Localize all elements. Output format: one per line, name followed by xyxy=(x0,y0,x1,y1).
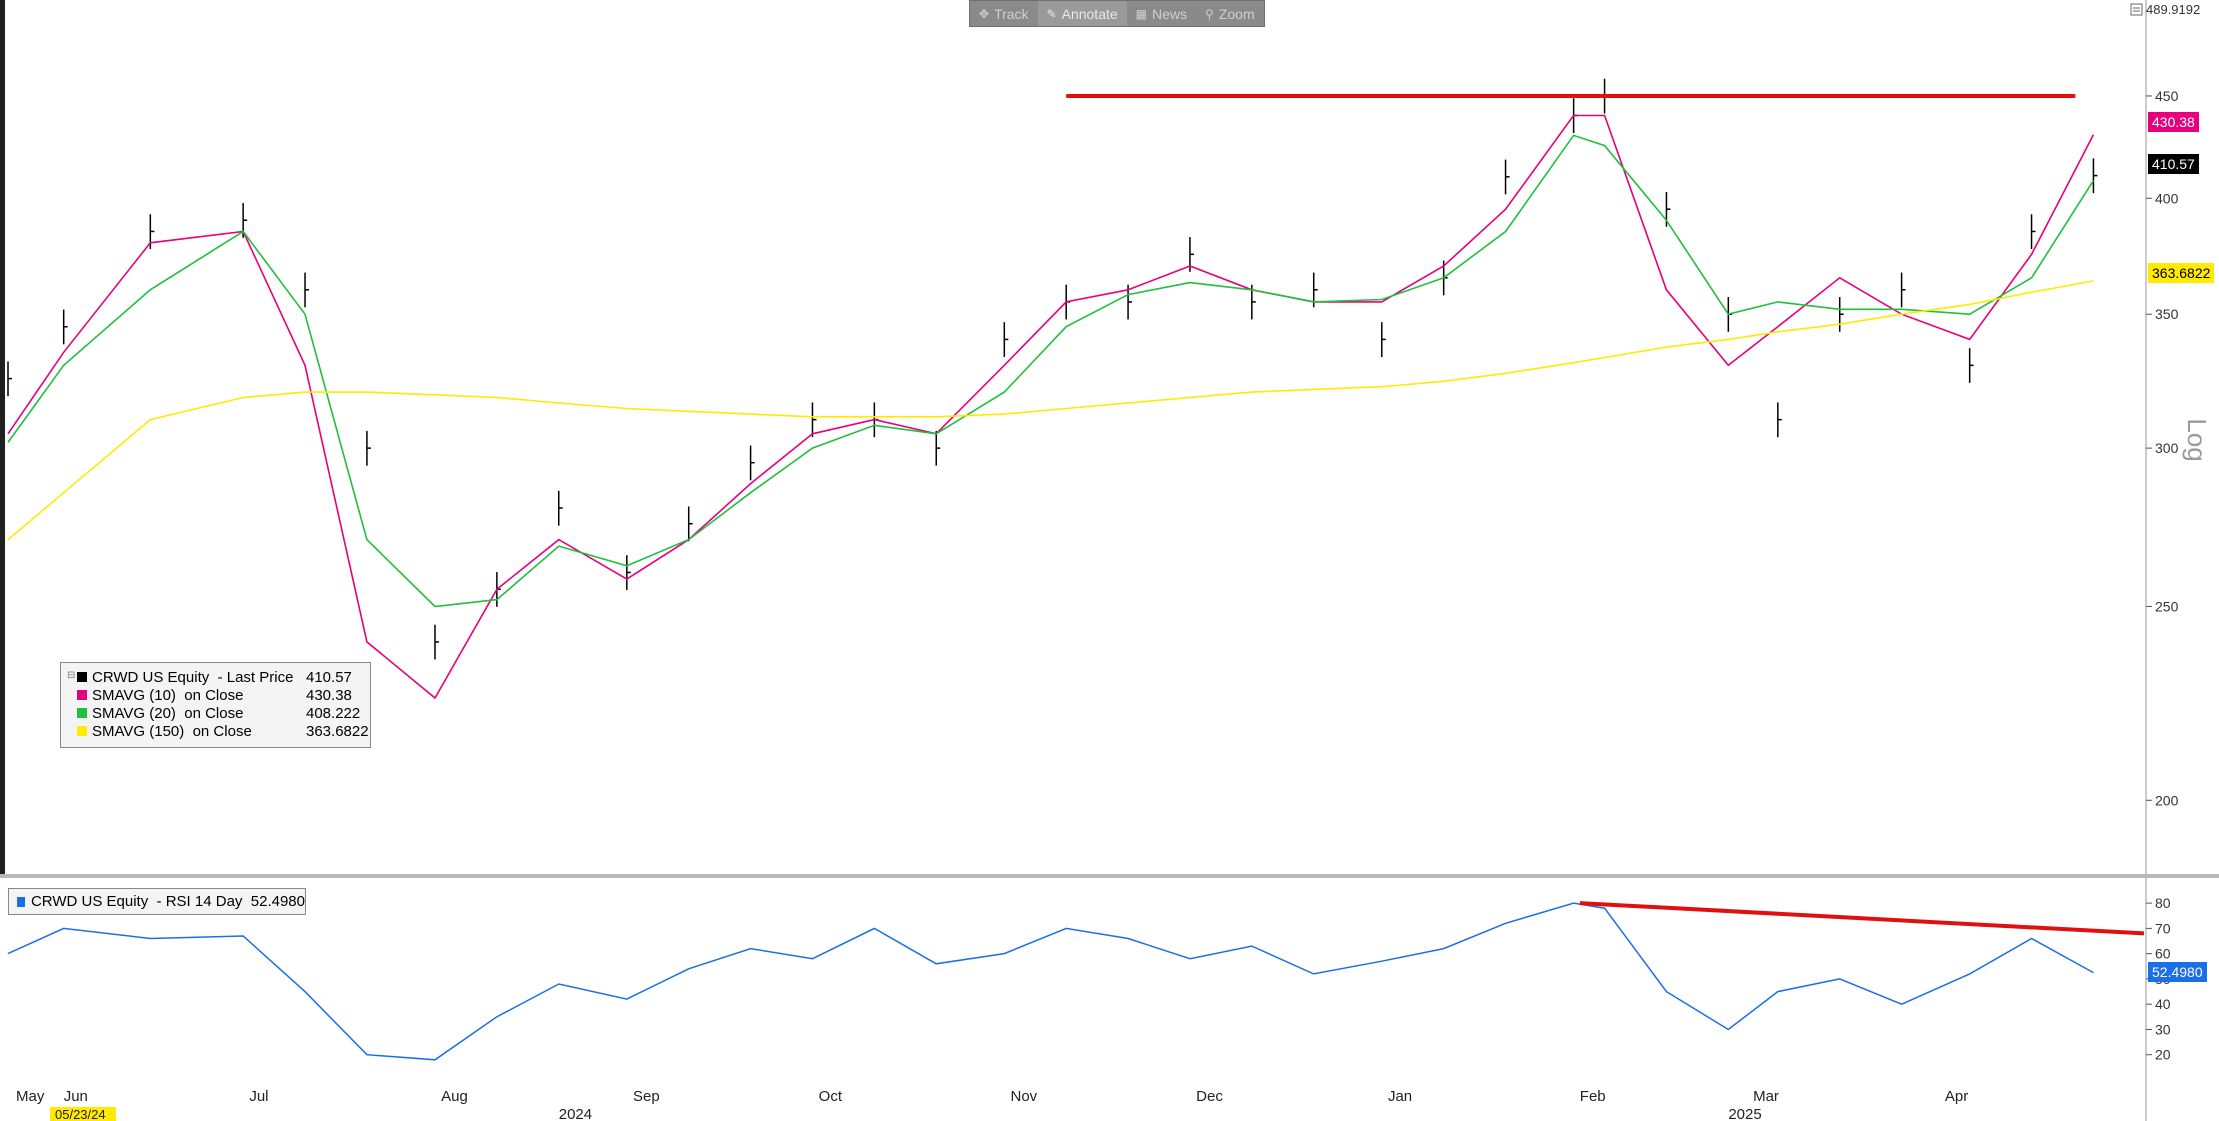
x-axis-year-label: 2024 xyxy=(559,1106,592,1121)
x-axis-month-label: Apr xyxy=(1945,1088,1968,1105)
magnifier-icon: ⚲ xyxy=(1205,6,1214,21)
x-axis-month-label: Jul xyxy=(249,1088,268,1105)
news-button[interactable]: ▦ News xyxy=(1135,5,1188,22)
rsi-y-tick-label: 20 xyxy=(2155,1047,2171,1063)
price-y-tick-label: 200 xyxy=(2155,792,2179,808)
legend-swatch xyxy=(77,708,87,718)
start-date-highlight xyxy=(50,1107,116,1121)
legend-row-sma10: SMAVG (10) on Close 430.38 xyxy=(69,686,370,704)
x-axis-month-label: Dec xyxy=(1196,1088,1223,1105)
x-axis-month-label: Mar xyxy=(1753,1088,1779,1105)
panel-splitter[interactable] xyxy=(0,874,2146,878)
price-y-tick-label: 250 xyxy=(2155,598,2179,614)
price-y-tick-label: 400 xyxy=(2155,190,2179,206)
series-line-1 xyxy=(7,114,2095,700)
zoom-button[interactable]: ⚲ Zoom xyxy=(1205,5,1255,22)
x-axis-month-label: Jan xyxy=(1388,1088,1412,1105)
rsi-line xyxy=(7,902,2094,1061)
collapse-icon[interactable]: ⊟ xyxy=(67,670,76,681)
x-axis-month-label: Feb xyxy=(1580,1088,1606,1105)
legend-row-sma20: SMAVG (20) on Close 408.222 xyxy=(69,704,370,722)
sma10-value-tag: 430.38 xyxy=(2148,112,2199,132)
rsi-y-tick-label: 40 xyxy=(2155,996,2171,1012)
left-edge-bar xyxy=(0,0,5,875)
sma150-value-tag: 363.6822 xyxy=(2148,263,2215,283)
rsi-y-tick-label: 80 xyxy=(2155,895,2171,911)
legend-swatch xyxy=(17,896,25,907)
x-axis-month-label: May xyxy=(16,1088,45,1105)
legend-row-last-price: CRWD US Equity - Last Price 410.57 xyxy=(69,668,370,686)
rsi-divergence-line xyxy=(1579,901,2145,936)
rsi-value-tag: 52.4980 xyxy=(2148,962,2207,982)
x-axis-month-label: Nov xyxy=(1010,1088,1037,1105)
legend-swatch xyxy=(77,672,87,682)
rsi-y-tick-label: 70 xyxy=(2155,920,2171,936)
rsi-y-tick-label: 60 xyxy=(2155,946,2171,962)
series-line-2 xyxy=(7,134,2095,608)
track-button[interactable]: ✥ Track xyxy=(979,5,1029,22)
news-icon: ▦ xyxy=(1135,6,1148,21)
x-axis-month-label: Oct xyxy=(819,1088,843,1105)
pencil-icon: ✎ xyxy=(1046,6,1057,21)
legend-row-sma150: SMAVG (150) on Close 363.6822 xyxy=(69,722,370,740)
price-legend[interactable]: ⊟ CRWD US Equity - Last Price 410.57 SMA… xyxy=(60,662,371,748)
price-y-tick-label: 350 xyxy=(2155,306,2179,322)
x-axis-month-label: Aug xyxy=(441,1088,468,1105)
price-y-tick-label: 450 xyxy=(2155,88,2179,104)
rsi-y-tick-label: 30 xyxy=(2155,1021,2171,1037)
crosshair-icon: ✥ xyxy=(979,6,990,21)
log-scale-label: Log xyxy=(2182,418,2212,461)
chart-toolbar: ✥ Track ✎ Annotate ▦ News ⚲ Zoom xyxy=(969,0,1265,27)
annotate-button[interactable]: ✎ Annotate xyxy=(1037,1,1127,26)
x-axis-month-label: Sep xyxy=(633,1088,660,1105)
legend-swatch xyxy=(77,726,87,736)
rsi-legend[interactable]: CRWD US Equity - RSI 14 Day 52.4980 xyxy=(8,888,306,915)
last-price-tag: 410.57 xyxy=(2148,154,2199,174)
price-y-tick-label: 300 xyxy=(2155,440,2179,456)
corner-icon[interactable] xyxy=(2130,3,2143,16)
legend-swatch xyxy=(77,690,87,700)
x-axis-start-date: 05/23/24 xyxy=(55,1107,106,1121)
x-axis-year-label: 2025 xyxy=(1728,1106,1761,1121)
series-line-3 xyxy=(7,280,2094,541)
x-axis-month-label: Jun xyxy=(64,1088,88,1105)
corner-value: 489.9192 xyxy=(2146,2,2200,17)
